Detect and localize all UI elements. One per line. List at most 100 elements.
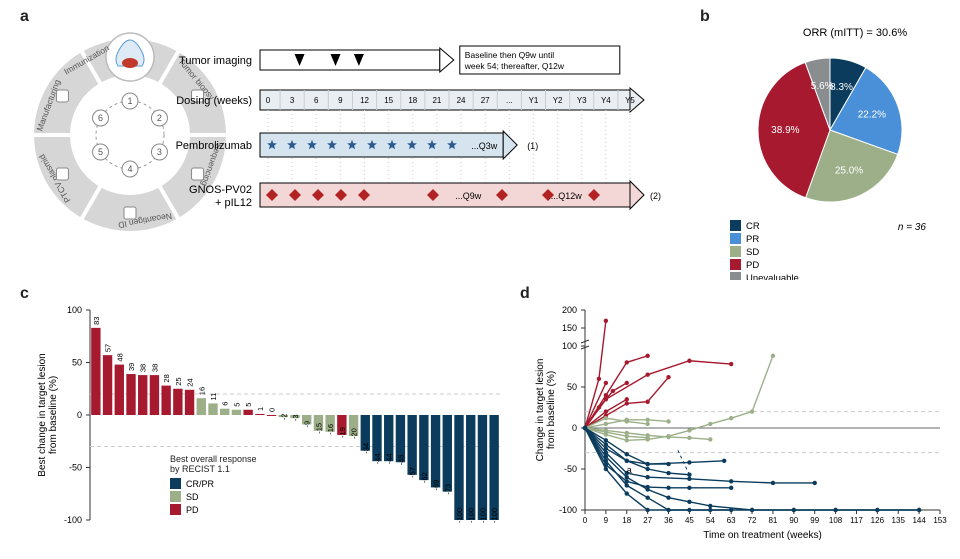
svg-text:5: 5	[98, 147, 103, 157]
svg-text:from baseline (%): from baseline (%)	[48, 376, 59, 454]
svg-text:150: 150	[562, 323, 577, 333]
svg-text:ORR (mITT) = 30.6%: ORR (mITT) = 30.6%	[803, 27, 907, 39]
svg-text:48: 48	[115, 353, 124, 361]
svg-text:27: 27	[643, 516, 652, 525]
svg-text:-44: -44	[385, 453, 394, 464]
svg-text:39: 39	[127, 363, 136, 371]
svg-text:-20: -20	[350, 428, 359, 439]
panel-b: ORR (mITT) = 30.6%8.3%22.2%25.0%38.9%5.6…	[700, 20, 950, 280]
panel-c-svg: -100-50050100Best change in target lesio…	[30, 300, 510, 550]
svg-text:0: 0	[266, 96, 271, 105]
svg-text:45: 45	[685, 516, 694, 525]
svg-text:6: 6	[221, 402, 230, 406]
svg-text:24: 24	[457, 96, 466, 105]
svg-text:Y1: Y1	[529, 96, 539, 105]
svg-text:PD: PD	[186, 505, 199, 515]
panel-a-svg: 123456ImmunizationTumor biopsySequencing…	[30, 20, 685, 270]
svg-text:5: 5	[232, 403, 241, 407]
svg-text:by RECIST 1.1: by RECIST 1.1	[170, 464, 230, 474]
svg-text:Y2: Y2	[553, 96, 563, 105]
svg-text:38: 38	[139, 364, 148, 372]
svg-text:63: 63	[727, 516, 736, 525]
svg-text:38.9%: 38.9%	[771, 125, 799, 136]
svg-text:5: 5	[244, 403, 253, 407]
svg-text:Best change in target lesion: Best change in target lesion	[37, 353, 48, 476]
svg-text:....Q12w: ....Q12w	[548, 191, 582, 201]
panel-b-svg: ORR (mITT) = 30.6%8.3%22.2%25.0%38.9%5.6…	[700, 20, 950, 280]
panel-a: 123456ImmunizationTumor biopsySequencing…	[30, 20, 685, 270]
svg-text:-9: -9	[303, 421, 312, 428]
svg-text:200: 200	[562, 305, 577, 315]
svg-text:0: 0	[572, 423, 577, 433]
figure-root: { "panel_labels": {"a":"a","b":"b","c":"…	[0, 0, 960, 559]
svg-text:90: 90	[789, 516, 798, 525]
svg-text:1: 1	[127, 96, 132, 106]
svg-text:-100: -100	[490, 508, 499, 523]
svg-text:12: 12	[360, 96, 369, 105]
svg-text:Tumor imaging: Tumor imaging	[179, 55, 252, 67]
svg-text:18: 18	[408, 96, 417, 105]
svg-text:0: 0	[268, 408, 277, 412]
svg-text:50: 50	[567, 382, 577, 392]
svg-text:GNOS-PV02: GNOS-PV02	[189, 184, 252, 196]
svg-text:-15: -15	[314, 423, 323, 434]
svg-text:27: 27	[481, 96, 490, 105]
svg-text:144: 144	[912, 516, 926, 525]
svg-text:5.6%: 5.6%	[811, 81, 834, 92]
svg-text:Y4: Y4	[601, 96, 611, 105]
svg-text:PR: PR	[746, 234, 759, 245]
svg-text:-100: -100	[64, 515, 82, 525]
svg-text:-62: -62	[420, 472, 429, 483]
svg-text:-100: -100	[478, 508, 487, 523]
svg-text:25: 25	[174, 377, 183, 385]
svg-text:28: 28	[162, 374, 171, 382]
svg-text:117: 117	[850, 516, 863, 525]
svg-text:Best overall response: Best overall response	[170, 454, 257, 464]
svg-text:...: ...	[506, 96, 513, 105]
svg-text:24: 24	[186, 378, 195, 386]
svg-text:126: 126	[871, 516, 885, 525]
svg-text:9: 9	[604, 516, 609, 525]
svg-text:16: 16	[197, 387, 206, 395]
svg-text:15: 15	[384, 96, 393, 105]
svg-text:-2: -2	[279, 413, 288, 420]
svg-text:-100: -100	[467, 508, 476, 523]
panel-label-a: a	[20, 8, 29, 26]
svg-text:18: 18	[622, 516, 631, 525]
panel-c: -100-50050100Best change in target lesio…	[30, 300, 510, 550]
svg-text:SD: SD	[186, 492, 199, 502]
svg-text:83: 83	[92, 317, 101, 325]
svg-text:-69: -69	[432, 480, 441, 491]
svg-text:81: 81	[768, 516, 777, 525]
svg-text:-3: -3	[291, 414, 300, 421]
svg-text:-44: -44	[373, 453, 382, 464]
svg-text:153: 153	[933, 516, 947, 525]
svg-text:Change in target lesion: Change in target lesion	[535, 359, 546, 462]
svg-text:72: 72	[748, 516, 757, 525]
svg-text:6: 6	[98, 113, 103, 123]
svg-text:0: 0	[583, 516, 588, 525]
svg-text:(1): (1)	[527, 141, 538, 151]
svg-text:-34: -34	[361, 443, 370, 454]
panel-d-svg: -100-50050100150200091827364554637281909…	[530, 300, 950, 550]
svg-text:SD: SD	[746, 247, 759, 258]
svg-text:-100: -100	[455, 508, 464, 523]
svg-text:...Q9w: ...Q9w	[455, 191, 482, 201]
svg-text:135: 135	[892, 516, 906, 525]
svg-text:100: 100	[67, 305, 82, 315]
svg-text:Time on treatment (weeks): Time on treatment (weeks)	[703, 530, 822, 541]
svg-text:-73: -73	[443, 484, 452, 495]
svg-text:36: 36	[664, 516, 673, 525]
svg-text:2: 2	[157, 113, 162, 123]
panel-d: -100-50050100150200091827364554637281909…	[530, 300, 950, 550]
svg-text:a: a	[627, 465, 632, 475]
svg-text:3: 3	[290, 96, 295, 105]
svg-text:-50: -50	[69, 463, 82, 473]
svg-text:1: 1	[256, 407, 265, 411]
svg-text:+ pIL12: + pIL12	[215, 197, 252, 209]
svg-text:Y5: Y5	[625, 96, 635, 105]
svg-text:108: 108	[829, 516, 843, 525]
svg-text:n = 36: n = 36	[898, 222, 927, 233]
svg-text:-16: -16	[326, 424, 335, 435]
svg-text:57: 57	[104, 344, 113, 352]
